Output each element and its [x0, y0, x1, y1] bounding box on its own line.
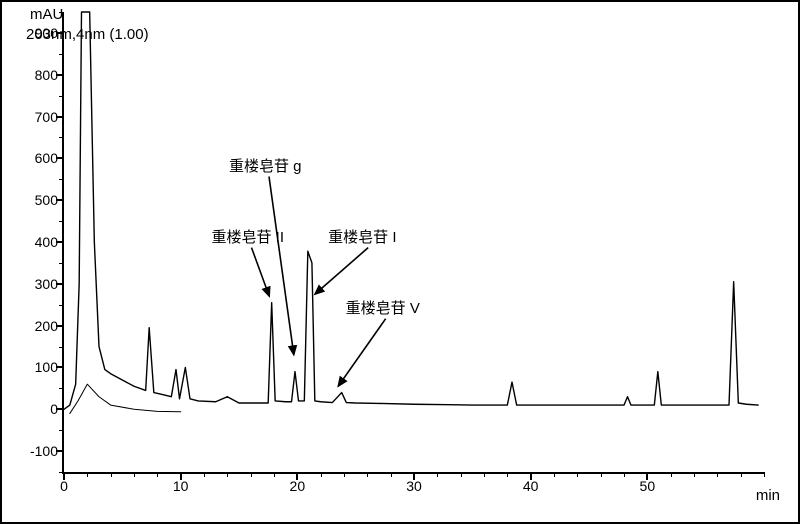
- x-tick-minor: [461, 472, 462, 477]
- annotation-arrow-II: [252, 248, 270, 297]
- x-tick-minor: [717, 472, 718, 477]
- annotations-svg: [64, 12, 764, 472]
- x-tick-minor: [577, 472, 578, 477]
- y-tick-label: 100: [35, 359, 64, 375]
- x-tick-minor: [227, 472, 228, 477]
- x-tick-minor: [391, 472, 392, 477]
- peak-label-II: 重楼皂苷 II: [212, 226, 285, 247]
- y-tick-label: 200: [35, 318, 64, 334]
- y-axis-unit: mAU: [30, 6, 63, 23]
- annotation-arrow-g: [269, 177, 294, 355]
- peak-label-g: 重楼皂苷 g: [229, 155, 302, 176]
- x-tick-minor: [321, 472, 322, 477]
- peak-label-I: 重楼皂苷 I: [328, 226, 396, 247]
- plot-area: -1000100200300400500600700800900 0102030…: [62, 12, 764, 474]
- x-tick-label: 10: [173, 472, 189, 494]
- x-tick-minor: [554, 472, 555, 477]
- y-tick-label: -100: [30, 443, 64, 459]
- y-tick-label: 500: [35, 192, 64, 208]
- x-tick-minor: [694, 472, 695, 477]
- peak-label-V: 重楼皂苷 V: [346, 297, 420, 318]
- x-tick-minor: [367, 472, 368, 477]
- x-tick-minor: [134, 472, 135, 477]
- x-tick-minor: [437, 472, 438, 477]
- y-tick-label: 0: [50, 401, 64, 417]
- x-tick-label: 50: [640, 472, 656, 494]
- x-tick-minor: [741, 472, 742, 477]
- x-tick-minor: [251, 472, 252, 477]
- x-tick-minor: [157, 472, 158, 477]
- y-tick-label: 400: [35, 234, 64, 250]
- x-tick-minor: [344, 472, 345, 477]
- x-axis-unit: min: [756, 487, 780, 504]
- x-tick-minor: [764, 472, 765, 477]
- x-tick-minor: [507, 472, 508, 477]
- chromatogram-figure: mAU 203nm,4nm (1.00) -100010020030040050…: [0, 0, 800, 524]
- x-tick-minor: [274, 472, 275, 477]
- x-tick-label: 0: [60, 472, 68, 494]
- x-tick-label: 40: [523, 472, 539, 494]
- annotation-arrows: [252, 177, 386, 387]
- y-tick-label: 800: [35, 67, 64, 83]
- annotation-arrow-V: [338, 319, 386, 387]
- x-tick-minor: [624, 472, 625, 477]
- y-tick-label: 700: [35, 109, 64, 125]
- x-tick-minor: [484, 472, 485, 477]
- x-tick-minor: [601, 472, 602, 477]
- annotation-arrow-I: [315, 248, 368, 295]
- x-tick-label: 20: [290, 472, 306, 494]
- y-tick-label: 300: [35, 276, 64, 292]
- x-tick-minor: [87, 472, 88, 477]
- x-tick-minor: [111, 472, 112, 477]
- y-tick-label: 600: [35, 150, 64, 166]
- x-tick-label: 30: [406, 472, 422, 494]
- y-tick-label: 900: [35, 25, 64, 41]
- x-tick-minor: [671, 472, 672, 477]
- x-tick-minor: [204, 472, 205, 477]
